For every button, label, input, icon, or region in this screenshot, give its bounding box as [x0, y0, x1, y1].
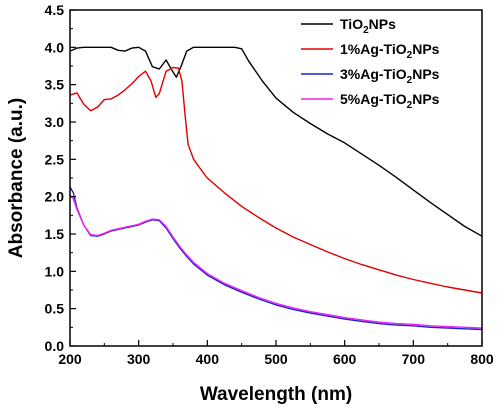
x-axis-ticks: 200 300 400 500 600 700 800: [58, 340, 494, 367]
y-tick-label: 2.5: [45, 151, 65, 167]
y-tick-label: 0.5: [45, 301, 65, 317]
legend-label-4: 5%Ag-TiO2NPs: [340, 91, 440, 111]
x-tick-label: 700: [402, 351, 426, 367]
series-line-2: [69, 66, 483, 294]
series-line-4: [69, 194, 483, 329]
legend-label-1: TiO2NPs: [340, 16, 396, 36]
y-tick-label: 0.0: [45, 338, 65, 354]
y-tick-label: 4.5: [45, 2, 65, 18]
y-axis-title: Absorbance (a.u.): [6, 98, 27, 258]
y-tick-label: 1.5: [45, 226, 65, 242]
x-tick-label: 500: [264, 351, 288, 367]
series-line-1: [69, 46, 483, 237]
legend: TiO2NPs 1%Ag-TiO2NPs 3%Ag-TiO2NPs 5%Ag-TiO2…: [301, 16, 440, 111]
plot-lines: [69, 46, 483, 331]
series-line-3: [69, 186, 483, 331]
x-tick-label: 400: [196, 351, 220, 367]
y-tick-label: 3.0: [45, 114, 65, 130]
x-axis-title: Wavelength (nm): [200, 384, 352, 405]
x-tick-label: 300: [127, 351, 151, 367]
y-tick-label: 2.0: [45, 189, 65, 205]
legend-label-3: 3%Ag-TiO2NPs: [340, 66, 440, 86]
x-tick-label: 600: [333, 351, 357, 367]
y-tick-label: 4.0: [45, 39, 65, 55]
y-axis-ticks: 0.0 0.5 1.0 1.5 2.0 2.5 3.0 3.5 4.0 4.5: [45, 2, 76, 354]
legend-label-2: 1%Ag-TiO2NPs: [340, 41, 440, 61]
x-tick-label: 200: [58, 351, 82, 367]
y-tick-label: 3.5: [45, 77, 65, 93]
y-tick-label: 1.0: [45, 263, 65, 279]
plot-frame: [69, 9, 483, 347]
x-tick-label: 800: [470, 351, 494, 367]
